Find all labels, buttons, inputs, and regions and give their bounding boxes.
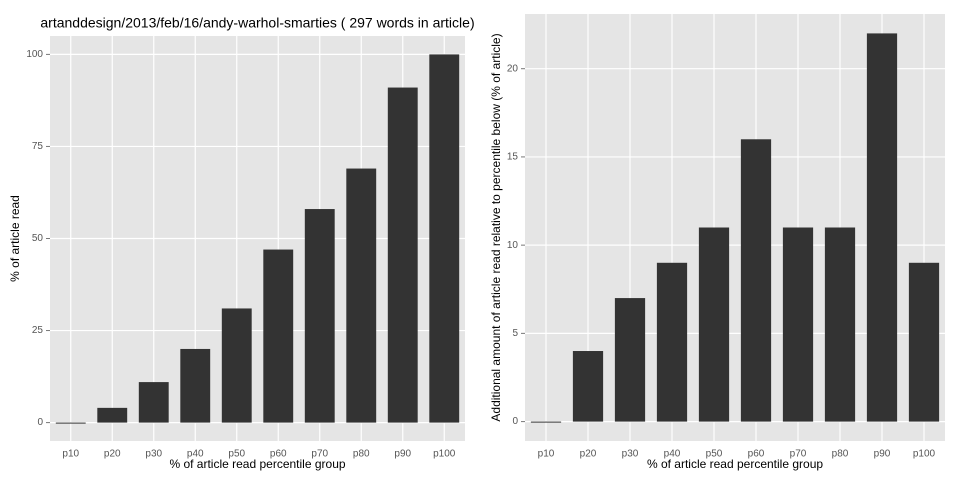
bar [530, 421, 562, 423]
bar [824, 227, 856, 422]
x-tick-label: p90 [874, 449, 891, 460]
y-tick-label: 15 [507, 152, 519, 163]
bar [908, 262, 940, 422]
bar [138, 382, 169, 423]
x-tick-label: p100 [913, 449, 936, 460]
bar [97, 407, 128, 423]
x-tick-label: p10 [538, 449, 555, 460]
y-tick-label: 25 [32, 325, 44, 336]
bar [572, 351, 604, 422]
x-tick-label: p20 [580, 449, 597, 460]
bar [304, 209, 335, 423]
bar [180, 348, 211, 423]
y-axis-label: Additional amount of article read relati… [489, 33, 503, 421]
bar [614, 298, 646, 422]
bar [346, 168, 377, 423]
bar [740, 139, 772, 422]
y-tick-label: 0 [37, 417, 43, 428]
y-tick-label: 50 [32, 233, 44, 244]
x-tick-label: p90 [394, 449, 411, 460]
bar [55, 422, 86, 424]
x-tick-label: p60 [748, 449, 765, 460]
bar [656, 262, 688, 422]
y-axis-label: % of article read [8, 195, 22, 282]
y-tick-label: 0 [512, 416, 518, 427]
bar [782, 227, 814, 422]
x-tick-label: p50 [228, 449, 245, 460]
x-tick-label: p10 [62, 449, 79, 460]
x-axis-label: % of article read percentile group [647, 457, 823, 471]
bar [221, 308, 252, 423]
y-tick-label: 20 [507, 63, 519, 74]
x-axis-label: % of article read percentile group [169, 457, 345, 471]
bar [429, 54, 460, 423]
x-tick-label: p40 [664, 449, 681, 460]
bar [698, 227, 730, 422]
bar [263, 249, 294, 423]
y-tick-label: 75 [32, 141, 44, 152]
bar [387, 87, 418, 423]
x-tick-label: p80 [832, 449, 849, 460]
chart-title: artanddesign/2013/feb/16/andy-warhol-sma… [40, 15, 474, 31]
x-tick-label: p30 [145, 449, 162, 460]
x-tick-label: p80 [353, 449, 370, 460]
bar [866, 33, 898, 422]
x-tick-label: p60 [270, 449, 287, 460]
x-tick-label: p20 [104, 449, 121, 460]
x-tick-label: p70 [790, 449, 807, 460]
x-tick-label: p40 [187, 449, 204, 460]
x-tick-label: p30 [622, 449, 639, 460]
x-tick-label: p50 [706, 449, 723, 460]
y-tick-label: 100 [26, 49, 43, 60]
x-tick-label: p100 [433, 449, 456, 460]
y-tick-label: 5 [512, 328, 518, 339]
y-tick-label: 10 [507, 240, 519, 251]
x-tick-label: p70 [311, 449, 328, 460]
